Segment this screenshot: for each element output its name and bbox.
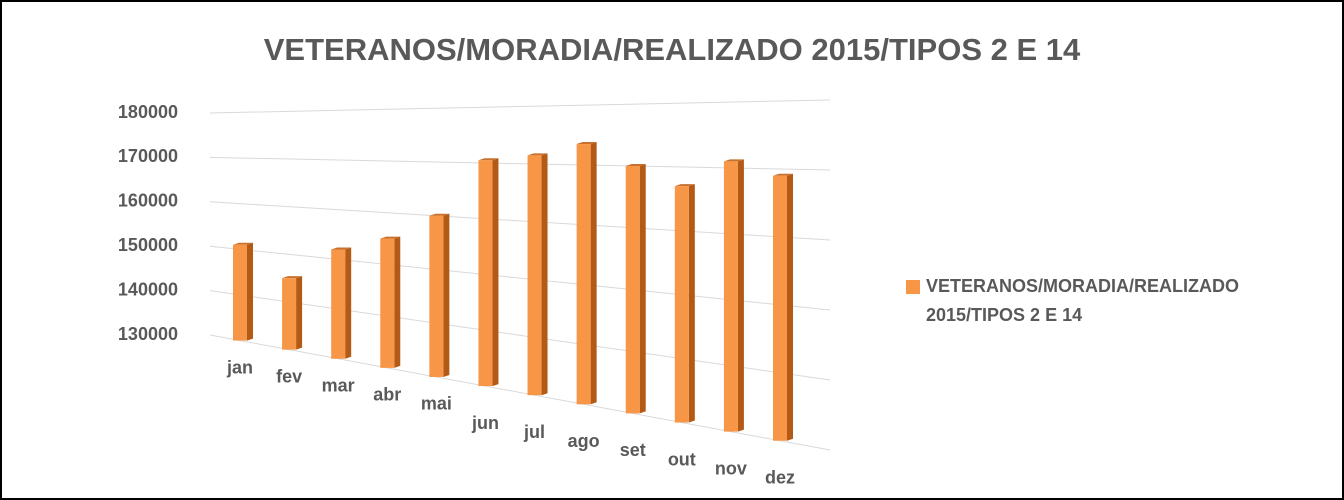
bar-face	[247, 242, 253, 341]
bar	[282, 276, 303, 350]
y-tick-label: 140000	[118, 279, 178, 299]
bar-face	[625, 163, 646, 166]
legend-swatch	[906, 280, 920, 294]
y-tick-label: 150000	[118, 235, 178, 255]
bar-face	[331, 247, 352, 250]
bar-face	[296, 276, 303, 350]
bar	[331, 247, 352, 359]
legend-label: VETERANOS/MORADIA/REALIZADO 2015/TIPOS 2…	[926, 276, 1240, 325]
bar	[380, 236, 401, 368]
bar	[674, 184, 695, 423]
x-tick-label: dez	[765, 467, 795, 487]
bar-face	[688, 184, 695, 423]
grid-line	[209, 99, 831, 114]
bar-face	[625, 165, 640, 414]
bar-face	[674, 186, 689, 423]
x-tick-label: mar	[322, 376, 355, 396]
bar	[773, 173, 793, 441]
y-tick-label: 170000	[118, 146, 178, 166]
bar	[527, 153, 548, 396]
x-tick-label: mai	[421, 394, 452, 414]
bar	[233, 242, 253, 341]
bar	[478, 158, 499, 387]
bar-face	[787, 173, 793, 441]
bar-face	[527, 155, 542, 396]
bar-face	[541, 153, 548, 396]
bar-face	[576, 144, 591, 405]
bar-face	[429, 213, 450, 216]
x-tick-label: ago	[568, 431, 600, 451]
bar-face	[429, 215, 444, 377]
bar-face	[443, 213, 450, 377]
bar-face	[492, 158, 499, 387]
x-tick-label: fev	[276, 366, 302, 386]
bar-face	[527, 153, 548, 156]
y-tick-label: 130000	[118, 324, 178, 344]
bar-face	[773, 175, 787, 441]
bar	[429, 213, 450, 377]
bar-face	[380, 236, 401, 239]
y-tick-label: 160000	[118, 191, 178, 211]
bar-face	[331, 249, 346, 359]
bar-face	[394, 236, 401, 368]
bar-face	[282, 278, 297, 350]
bar-face	[576, 142, 597, 145]
bar-face	[478, 158, 499, 161]
x-tick-label: out	[668, 449, 696, 469]
chart-title: VETERANOS/MORADIA/REALIZADO 2015/TIPOS 2…	[264, 32, 1081, 67]
bar-face	[773, 173, 793, 176]
bar-face	[590, 142, 597, 405]
bar-face	[233, 244, 247, 341]
bar-face	[233, 242, 253, 245]
x-tick-label: set	[620, 440, 646, 460]
bar-face	[345, 247, 352, 359]
x-tick-label: nov	[715, 458, 747, 478]
x-tick-label: jul	[523, 422, 545, 442]
bar	[576, 142, 597, 405]
bar	[723, 159, 744, 432]
bar-face	[737, 159, 744, 432]
bar	[625, 163, 646, 414]
x-tick-label: jan	[226, 357, 253, 377]
bar-face	[639, 163, 646, 414]
legend: VETERANOS/MORADIA/REALIZADO 2015/TIPOS 2…	[906, 272, 1306, 330]
x-tick-label: jun	[471, 413, 499, 433]
bar-face	[723, 159, 744, 162]
y-tick-label: 180000	[118, 102, 178, 122]
bar-face	[478, 160, 493, 387]
bar-face	[282, 276, 303, 279]
bar-face	[674, 184, 695, 187]
x-tick-label: abr	[373, 385, 401, 405]
bar-face	[723, 161, 738, 432]
bar-face	[380, 238, 395, 368]
